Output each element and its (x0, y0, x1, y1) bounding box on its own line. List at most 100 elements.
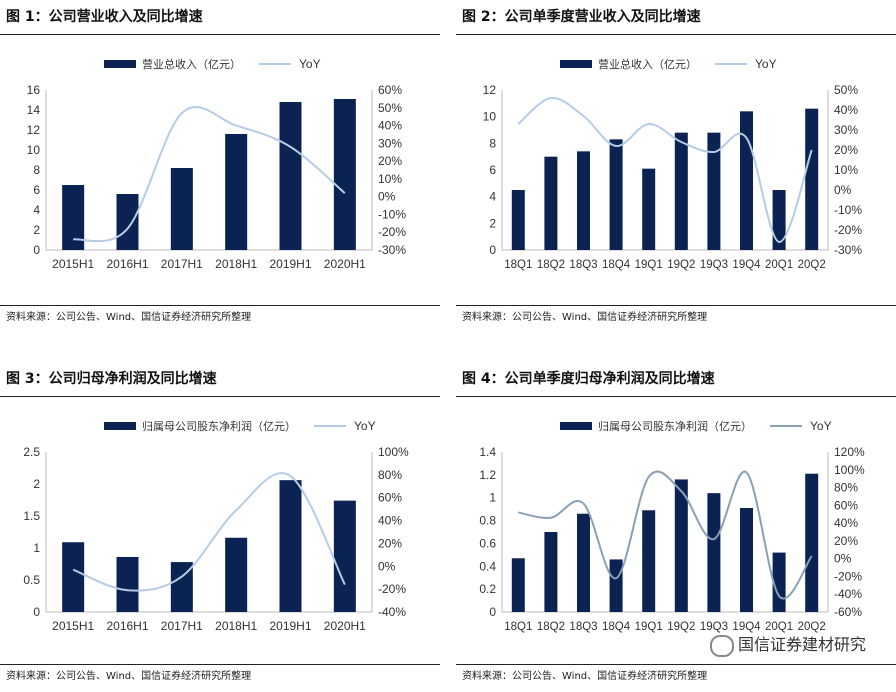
y2-tick-label: 40% (834, 103, 858, 117)
y2-tick-label: 30% (378, 136, 402, 150)
y-tick-label: 2.5 (23, 445, 40, 459)
bar (117, 194, 139, 250)
legend-line-label: YoY (755, 57, 777, 71)
x-tick-label: 19Q2 (667, 621, 695, 633)
x-tick-label: 2019H1 (269, 619, 311, 633)
y2-tick-label: 80% (834, 481, 858, 495)
bar (805, 474, 818, 612)
chart-title: 图 2：公司单季度营业收入及同比增速 (462, 6, 701, 26)
y-tick-label: 10 (483, 110, 497, 124)
y2-tick-label: 50% (834, 83, 858, 97)
source-rule (0, 305, 440, 306)
legend-bar-label: 归属母公司股东净利润（亿元） (142, 419, 296, 433)
legend-bar-swatch (560, 422, 592, 430)
x-tick-label: 2020H1 (324, 257, 366, 271)
y-tick-label: 10 (27, 143, 41, 157)
y2-tick-label: 0% (378, 559, 396, 573)
x-tick-label: 19Q2 (667, 259, 695, 271)
x-tick-label: 19Q3 (700, 259, 728, 271)
x-tick-label: 18Q4 (602, 259, 631, 271)
title-rule (456, 34, 896, 35)
yoy-line (73, 107, 345, 241)
chart-svg: 00.511.522.5-40%-20%0%20%40%60%80%100%20… (0, 398, 440, 668)
bar (642, 169, 655, 250)
legend-line-label: YoY (299, 57, 321, 71)
x-tick-label: 18Q1 (504, 621, 532, 633)
y2-tick-label: 20% (834, 143, 858, 157)
x-tick-label: 2017H1 (161, 619, 203, 633)
y-tick-label: 6 (489, 163, 496, 177)
x-tick-label: 18Q3 (569, 259, 597, 271)
y2-tick-label: 10% (378, 172, 402, 186)
y-tick-label: 0.6 (479, 536, 496, 550)
y-tick-label: 2 (33, 477, 40, 491)
x-tick-label: 2018H1 (215, 619, 257, 633)
x-tick-label: 2020H1 (324, 619, 366, 633)
bar (805, 109, 818, 250)
y2-tick-label: 20% (834, 534, 858, 548)
legend-bar-swatch (104, 422, 136, 430)
y-tick-label: 0.2 (479, 582, 496, 596)
watermark: 国信证券建材研究 (710, 631, 866, 657)
y2-tick-label: 40% (378, 514, 402, 528)
title-rule (0, 34, 440, 35)
y2-tick-label: -40% (378, 605, 406, 619)
bar (280, 102, 302, 250)
y2-tick-label: 0% (378, 190, 396, 204)
bar (117, 557, 139, 612)
y-tick-label: 0 (489, 605, 496, 619)
y-tick-label: 2 (33, 223, 40, 237)
source-rule (0, 664, 440, 665)
y-tick-label: 16 (27, 83, 41, 97)
x-tick-label: 19Q4 (732, 259, 761, 271)
y2-tick-label: 60% (378, 491, 402, 505)
bar (577, 514, 590, 612)
chart-title: 图 4：公司单季度归母净利润及同比增速 (462, 368, 715, 388)
bar (225, 538, 247, 612)
y2-tick-label: 0% (834, 552, 852, 566)
bar (225, 134, 247, 250)
y-tick-label: 8 (489, 136, 496, 150)
x-tick-label: 2019H1 (269, 257, 311, 271)
chart-title: 图 3：公司归母净利润及同比增速 (6, 368, 217, 388)
y-tick-label: 0.8 (479, 514, 496, 528)
y2-tick-label: 60% (378, 83, 402, 97)
y2-tick-label: 100% (378, 445, 409, 459)
y2-tick-label: -20% (834, 569, 862, 583)
y-tick-label: 0 (33, 243, 40, 257)
y2-tick-label: 20% (378, 536, 402, 550)
x-tick-label: 20Q2 (798, 259, 826, 271)
bar (610, 139, 623, 250)
chart-svg: 0246810121416-30%-20%-10%0%10%20%30%40%5… (0, 36, 440, 306)
x-tick-label: 18Q2 (537, 621, 565, 633)
y2-tick-label: -10% (378, 207, 406, 221)
legend-bar-label: 归属母公司股东净利润（亿元） (598, 419, 752, 433)
y-tick-label: 0.4 (479, 559, 496, 573)
bar (62, 542, 84, 612)
y2-tick-label: 120% (834, 445, 865, 459)
y-tick-label: 0 (33, 605, 40, 619)
x-tick-label: 18Q1 (504, 259, 532, 271)
yoy-line (73, 473, 345, 591)
y-tick-label: 0.5 (23, 573, 40, 587)
legend-bar-swatch (560, 60, 592, 68)
y2-tick-label: 100% (834, 463, 865, 477)
bar (707, 493, 720, 612)
chart-svg: 024681012-30%-20%-10%0%10%20%30%40%50%18… (456, 36, 896, 306)
y2-tick-label: 50% (378, 101, 402, 115)
bar (171, 168, 193, 250)
y2-tick-label: -10% (834, 203, 862, 217)
x-tick-label: 2017H1 (161, 257, 203, 271)
x-tick-label: 18Q3 (569, 621, 597, 633)
y2-tick-label: 10% (834, 163, 858, 177)
bar (740, 111, 753, 250)
source-note: 资料来源：公司公告、Wind、国信证券经济研究所整理 (6, 667, 251, 682)
bar (642, 510, 655, 612)
y2-tick-label: -20% (378, 582, 406, 596)
x-tick-label: 2018H1 (215, 257, 257, 271)
y-tick-label: 12 (483, 83, 497, 97)
bar (334, 99, 356, 250)
bar (280, 480, 302, 612)
legend-bar-swatch (104, 60, 136, 68)
